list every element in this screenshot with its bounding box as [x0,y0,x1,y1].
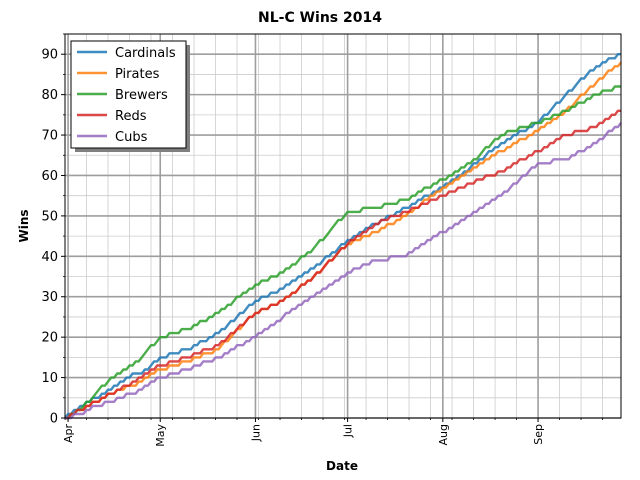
axis-ticks: 0 10 20 30 40 50 60 70 80 90 Apr May Jun Jul Aug Sep [41,33,603,447]
x-tick-label: May [154,424,167,447]
y-tick-label: 70 [41,129,58,144]
y-tick-label: 80 [41,88,58,103]
x-axis-label: Date [326,459,358,473]
y-tick-label: 30 [41,290,58,305]
x-tick-label: Jun [249,424,262,442]
y-tick-label: 20 [41,331,58,346]
legend-label-cubs: Cubs [115,130,148,145]
series-line-brewers [65,85,621,420]
legend-label-reds: Reds [115,109,147,124]
y-axis-label: Wins [17,209,31,242]
legend-label-brewers: Brewers [115,88,168,103]
x-tick-label: Apr [62,424,75,444]
y-tick-label: 0 [50,412,58,427]
y-tick-label: 90 [41,48,58,63]
series-line-reds [65,109,621,420]
chart-title: NL-C Wins 2014 [258,10,382,26]
y-tick-label: 50 [41,209,58,224]
legend-label-pirates: Pirates [115,67,160,82]
legend: Cardinals Pirates Brewers Reds Cubs [70,40,190,152]
y-tick-label: 60 [41,169,58,184]
x-tick-label: Sep [532,424,545,445]
x-tick-label: Aug [437,424,450,445]
series-lines [64,53,622,420]
x-tick-label: Jul [342,424,355,438]
series-line-cubs [65,122,622,420]
y-tick-label: 40 [41,250,58,265]
legend-label-cardinals: Cardinals [115,46,176,61]
plot-frame [64,33,622,419]
y-tick-label: 10 [41,371,58,386]
